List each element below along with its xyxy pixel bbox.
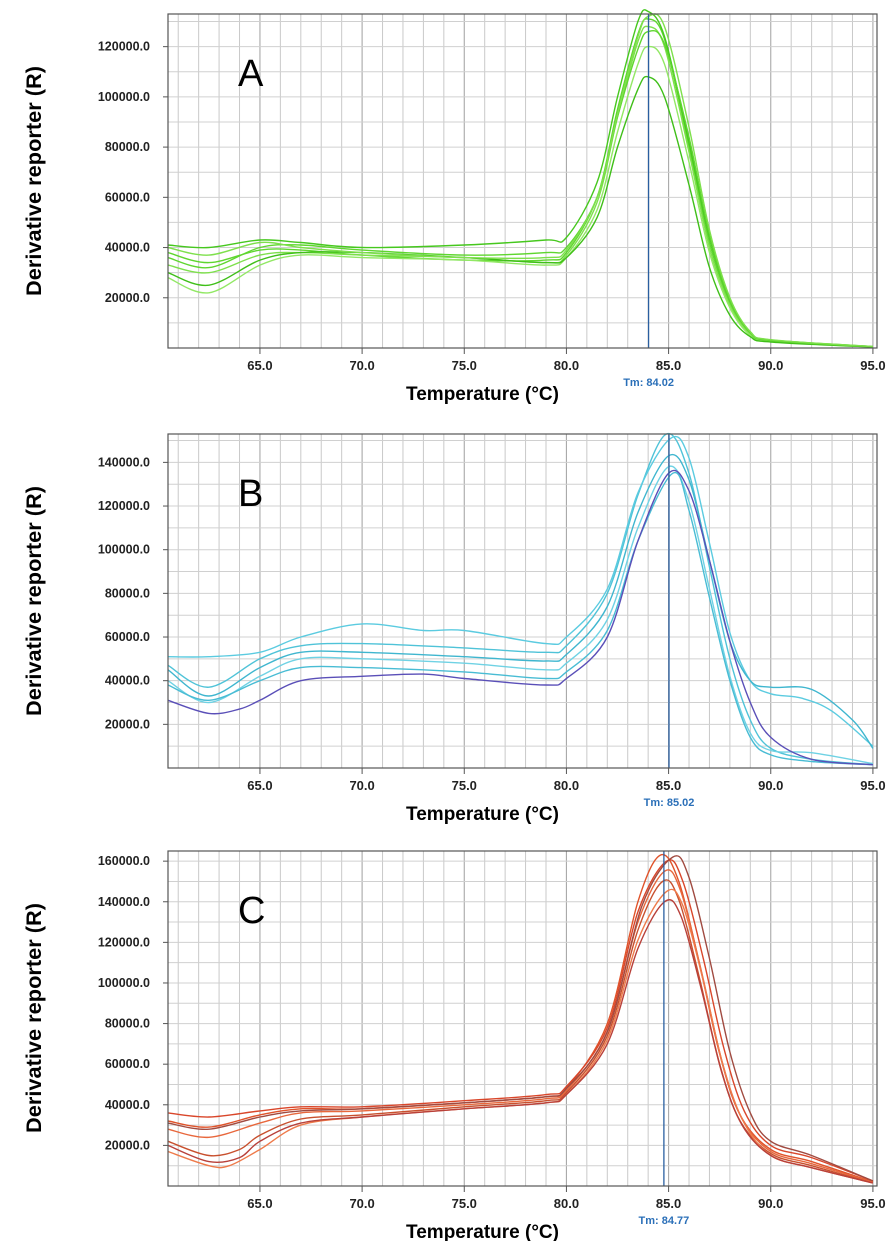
x-tick-label: 95.0 [860, 358, 885, 373]
x-tick-label: 65.0 [247, 358, 272, 373]
chart-panel-b: 65.0 70.0 75.0 80.0 85.0 90.0 95.0 20000.0 40000… [23, 433, 886, 825]
y-axis-title: Derivative reporter (R) [23, 486, 46, 716]
x-tick-label: 80.0 [554, 778, 579, 793]
plot-area [168, 434, 877, 768]
y-tick-label: 40000.0 [105, 1098, 150, 1112]
y-tick-label: 140000.0 [98, 895, 150, 909]
series-line [167, 29, 873, 348]
x-tick-label: 90.0 [758, 778, 783, 793]
y-tick-label: 80000.0 [105, 1017, 150, 1031]
series-group [167, 9, 873, 348]
x-tick-label: 75.0 [452, 1196, 477, 1211]
x-tick-label: 75.0 [452, 358, 477, 373]
y-axis-title: Derivative reporter (R) [23, 66, 46, 296]
x-tick-label: 80.0 [554, 1196, 579, 1211]
y-tick-label: 60000.0 [105, 190, 150, 204]
chart-panel-c: 65.0 70.0 75.0 80.0 85.0 90.0 95.0 20000.0 40000… [23, 850, 886, 1241]
x-tick-label: 80.0 [554, 358, 579, 373]
plot-frame [167, 433, 878, 769]
x-tick-label: 70.0 [349, 778, 374, 793]
y-tick-label: 120000.0 [98, 40, 150, 54]
x-tick-label: 90.0 [758, 358, 783, 373]
series-line [167, 45, 873, 348]
plot-frame [167, 13, 878, 349]
y-tick-label: 100000.0 [98, 976, 150, 990]
y-tick-label: 140000.0 [98, 455, 150, 469]
x-tick-label: 95.0 [860, 778, 885, 793]
y-tick-label: 20000.0 [105, 291, 150, 305]
tm-label: Tm: 84.77 [639, 1215, 690, 1227]
series-line [167, 859, 874, 1182]
series-line [167, 433, 873, 766]
series-line [167, 75, 873, 348]
tm-label: Tm: 84.02 [623, 377, 674, 389]
series-line [167, 471, 873, 766]
plot-area [168, 14, 877, 348]
y-tick-label: 60000.0 [105, 1057, 150, 1071]
panel-letter: B [238, 473, 263, 515]
y-tick-label: 80000.0 [105, 140, 150, 154]
x-tick-label: 70.0 [349, 358, 374, 373]
x-tick-label: 65.0 [247, 1196, 272, 1211]
x-tick-label: 70.0 [349, 1196, 374, 1211]
y-tick-label: 80000.0 [105, 586, 150, 600]
y-tick-label: 120000.0 [98, 935, 150, 949]
x-axis-title: Temperature (°C) [406, 804, 559, 825]
x-tick-label: 85.0 [656, 1196, 681, 1211]
grid [168, 14, 877, 348]
series-group [167, 853, 874, 1184]
grid [168, 434, 877, 768]
y-axis-title: Derivative reporter (R) [23, 903, 46, 1133]
series-line [167, 435, 874, 747]
y-tick-label: 20000.0 [105, 717, 150, 731]
series-line [167, 888, 874, 1184]
series-line [167, 898, 874, 1184]
y-tick-label: 40000.0 [105, 674, 150, 688]
x-axis-title: Temperature (°C) [406, 384, 559, 405]
y-tick-label: 160000.0 [98, 854, 150, 868]
y-tick-label: 100000.0 [98, 90, 150, 104]
chart-panel-a: 65.0 70.0 75.0 80.0 85.0 90.0 95.0 20000.0 40000… [23, 9, 886, 405]
x-tick-label: 85.0 [656, 778, 681, 793]
x-tick-label: 90.0 [758, 1196, 783, 1211]
x-tick-label: 85.0 [656, 358, 681, 373]
x-tick-label: 95.0 [860, 1196, 885, 1211]
x-tick-label: 65.0 [247, 778, 272, 793]
x-axis-title: Temperature (°C) [406, 1222, 559, 1241]
series-line [167, 855, 874, 1182]
series-line [167, 453, 874, 749]
tm-label: Tm: 85.02 [644, 797, 695, 809]
grid [168, 851, 877, 1186]
y-tick-label: 40000.0 [105, 241, 150, 255]
y-tick-label: 100000.0 [98, 543, 150, 557]
y-tick-label: 60000.0 [105, 630, 150, 644]
series-group [167, 433, 874, 766]
series-line [167, 18, 873, 348]
y-tick-label: 120000.0 [98, 499, 150, 513]
plot-frame [167, 850, 878, 1187]
series-line [167, 469, 873, 766]
x-tick-label: 75.0 [452, 778, 477, 793]
series-line [167, 13, 873, 348]
series-line [167, 465, 874, 765]
panel-letter: A [238, 53, 264, 95]
panel-letter: C [238, 890, 265, 932]
y-tick-label: 20000.0 [105, 1138, 150, 1152]
